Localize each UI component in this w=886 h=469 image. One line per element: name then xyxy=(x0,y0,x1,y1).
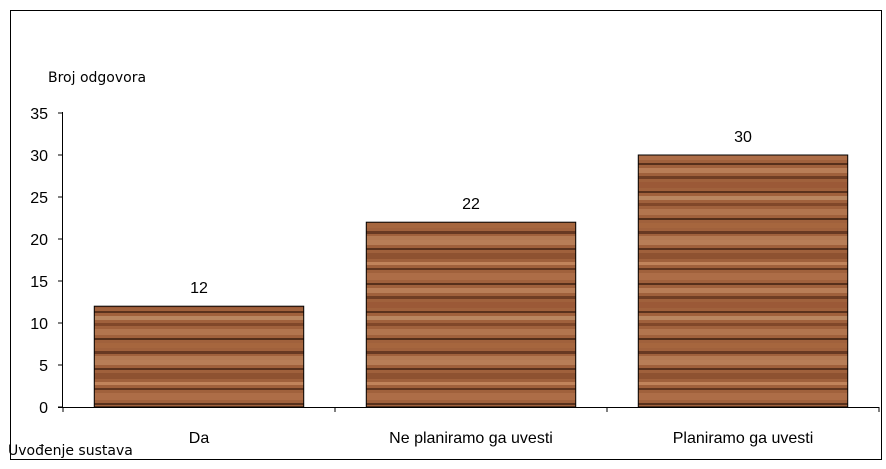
y-tick-label: 15 xyxy=(30,274,48,291)
y-tick-label: 0 xyxy=(39,400,48,417)
chart-border xyxy=(10,10,882,460)
bar-1 xyxy=(93,305,305,408)
bar-2 xyxy=(365,221,577,408)
data-labels-group: 12 22 30 xyxy=(190,129,752,297)
y-tick-label: 10 xyxy=(30,316,48,333)
data-label-1: 12 xyxy=(190,280,208,297)
data-label-3: 30 xyxy=(734,129,752,146)
x-category-label-1: Da xyxy=(189,430,210,447)
y-tick-label: 25 xyxy=(30,190,48,207)
y-tick-label: 5 xyxy=(39,358,48,375)
x-category-label-2: Ne planiramo ga uvesti xyxy=(389,430,553,447)
x-axis-title: Uvođenje sustava xyxy=(8,443,133,459)
x-axis-categories: Da Ne planiramo ga uvesti Planiramo ga uve… xyxy=(62,407,880,447)
y-tick-label: 20 xyxy=(30,232,48,249)
y-tick-label: 35 xyxy=(30,106,48,123)
y-tick-label: 30 xyxy=(30,148,48,165)
data-label-2: 22 xyxy=(462,196,480,213)
y-axis-title: Broj odgovora xyxy=(48,70,146,86)
bars-group xyxy=(93,154,849,408)
y-axis-ticks: 0 5 10 15 20 25 30 35 xyxy=(30,106,63,417)
x-category-label-3: Planiramo ga uvesti xyxy=(673,430,814,447)
bar-3 xyxy=(637,154,849,408)
